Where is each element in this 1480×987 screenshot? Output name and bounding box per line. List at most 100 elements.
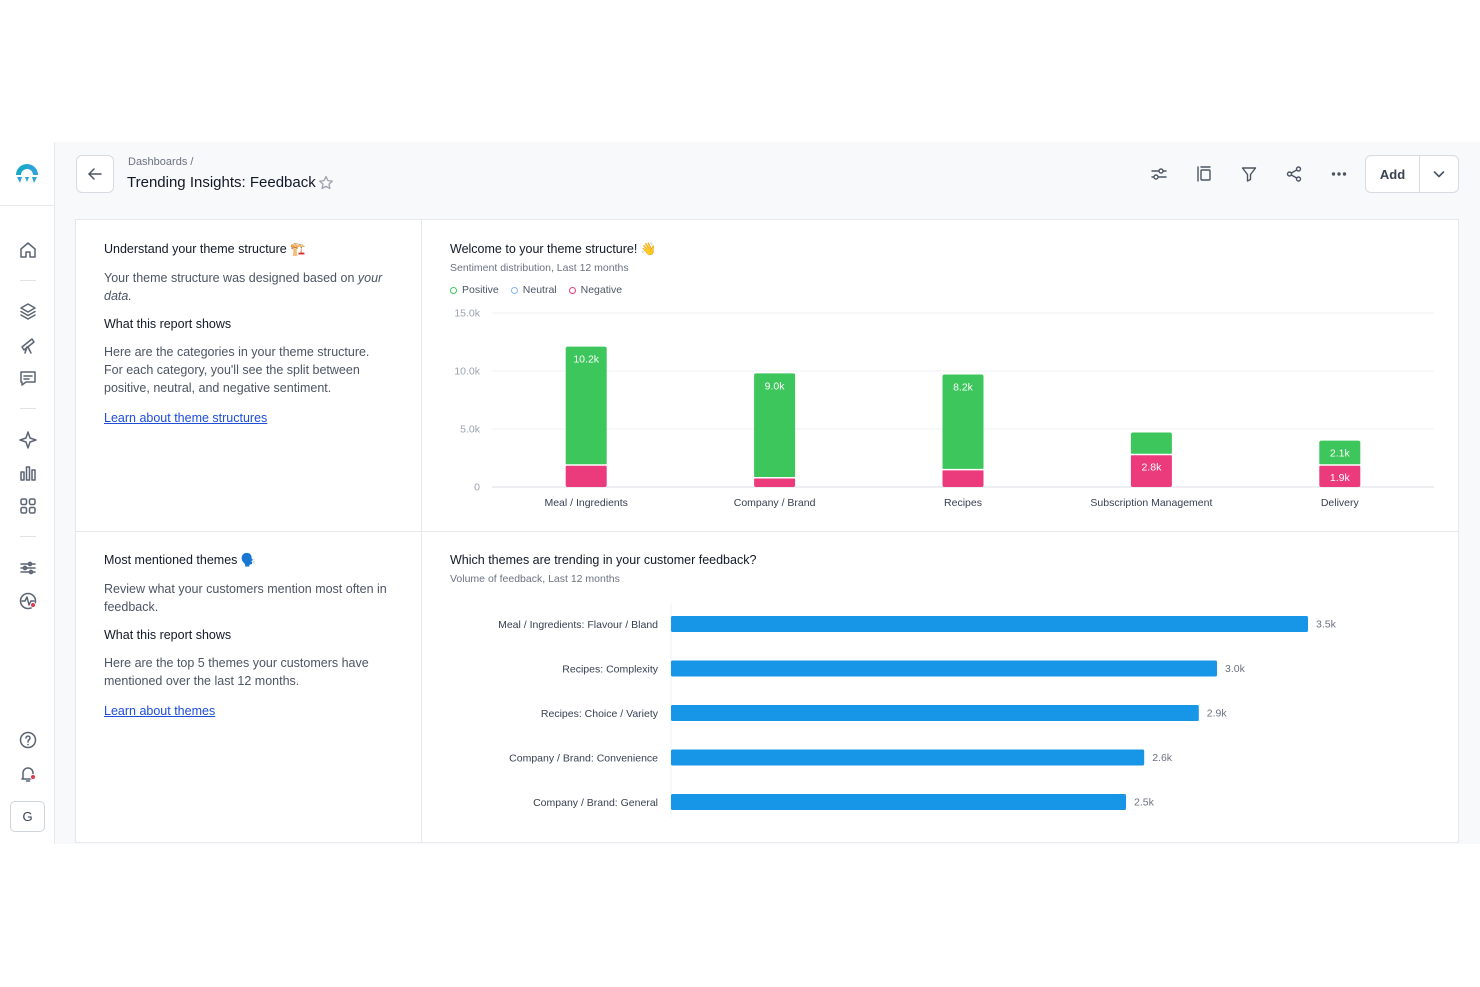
y-category-label: Recipes: Complexity xyxy=(562,664,658,676)
legend-marker xyxy=(568,286,576,294)
learn-theme-structures-link[interactable]: Learn about theme structures xyxy=(104,411,268,425)
add-button-group: Add xyxy=(1365,155,1459,193)
y-tick-label: 15.0k xyxy=(454,308,480,320)
bar-chart-icon[interactable] xyxy=(17,462,39,484)
filter-icon[interactable] xyxy=(1239,164,1259,184)
filters-icon[interactable] xyxy=(17,557,39,579)
chart-title: Which themes are trending in your custom… xyxy=(450,553,757,567)
bar-positive xyxy=(942,374,984,470)
bar xyxy=(671,660,1217,677)
sparkle-icon[interactable] xyxy=(17,429,39,451)
notification-badge xyxy=(30,774,36,780)
legend-item-positive[interactable]: Positive xyxy=(450,284,499,296)
help-icon[interactable] xyxy=(17,729,39,751)
dashboard-grid: Understand your theme structure 🏗️ Your … xyxy=(75,219,1459,843)
more-options-icon[interactable] xyxy=(1329,164,1349,184)
add-dropdown-button[interactable] xyxy=(1420,156,1458,192)
breadcrumb[interactable]: Dashboards / xyxy=(128,156,194,168)
sidebar: G xyxy=(0,142,55,844)
legend-item-neutral[interactable]: Neutral xyxy=(510,284,557,296)
most-mentioned-info-card: Most mentioned themes 🗣️ Review what you… xyxy=(104,553,389,720)
bar xyxy=(671,749,1145,766)
sentiment-stacked-bar-chart: 0 5.0k 10.0k 15.0k 10.2k Meal / Ingredients 9.… xyxy=(454,308,1434,509)
bar xyxy=(671,705,1199,721)
apps-grid-icon[interactable] xyxy=(17,495,39,517)
data-label: 2.5k xyxy=(1134,797,1155,809)
sidebar-divider xyxy=(0,205,55,206)
x-tick-label: Delivery xyxy=(1321,497,1360,509)
y-tick-label: 0 xyxy=(474,482,480,494)
card-section-heading: What this report shows xyxy=(104,628,232,642)
card-body: Here are the categories in your theme st… xyxy=(104,345,370,395)
data-label: 3.5k xyxy=(1316,619,1337,631)
sidebar-separator xyxy=(20,408,36,409)
chart-title: Welcome to your theme structure! 👋 xyxy=(450,242,657,256)
settings-sliders-icon[interactable] xyxy=(1149,164,1169,184)
trending-themes-bar-chart: Meal / Ingredients: Flavour / Bland 3.5k R… xyxy=(498,603,1337,817)
chart-subtitle: Sentiment distribution, Last 12 months xyxy=(450,262,629,274)
bar-negative xyxy=(1319,464,1361,487)
bell-icon[interactable] xyxy=(17,763,39,785)
bar-positive xyxy=(1319,440,1361,465)
theme-structure-info-card: Understand your theme structure 🏗️ Your … xyxy=(104,242,389,427)
card-body: Here are the top 5 themes your customers… xyxy=(104,656,369,688)
avatar[interactable]: G xyxy=(10,801,45,832)
legend-marker xyxy=(510,286,518,294)
learn-themes-link[interactable]: Learn about themes xyxy=(104,704,216,718)
data-label: 1.9k xyxy=(1330,472,1351,484)
x-tick-label: Company / Brand xyxy=(734,497,816,509)
pulse-icon[interactable] xyxy=(17,590,39,612)
bar-negative xyxy=(942,469,984,487)
data-label: 2.9k xyxy=(1207,708,1228,720)
y-category-label: Recipes: Choice / Variety xyxy=(541,708,659,720)
card-description-emphasis: your data. xyxy=(104,271,383,303)
add-button[interactable]: Add xyxy=(1366,156,1420,192)
x-tick-label: Recipes xyxy=(944,497,982,509)
app-window: G Dashboards / Trending Insights: Feedba… xyxy=(0,142,1480,844)
grid-divider-horizontal xyxy=(76,531,1458,532)
card-description: Review what your customers mention most … xyxy=(104,582,387,614)
alert-badge xyxy=(30,602,36,608)
data-label: 2.1k xyxy=(1330,448,1351,460)
y-tick-label: 10.0k xyxy=(454,366,480,378)
share-icon[interactable] xyxy=(1284,164,1304,184)
bar-positive xyxy=(1130,432,1172,455)
legend-marker xyxy=(450,286,457,294)
data-label: 2.6k xyxy=(1152,752,1173,764)
layout-columns-icon[interactable] xyxy=(1194,164,1214,184)
bar xyxy=(671,616,1308,632)
chart-legend: Positive Neutral Negative xyxy=(450,284,622,296)
back-button[interactable] xyxy=(76,155,114,193)
bar-negative xyxy=(565,464,607,487)
legend-label: Negative xyxy=(580,284,623,296)
x-tick-label: Subscription Management xyxy=(1090,497,1212,509)
data-label: 8.2k xyxy=(953,381,974,393)
card-title: Understand your theme structure 🏗️ xyxy=(104,242,306,256)
legend-label: Neutral xyxy=(522,284,557,296)
telescope-icon[interactable] xyxy=(17,334,39,356)
legend-label: Positive xyxy=(462,284,499,296)
y-tick-label: 5.0k xyxy=(460,424,481,436)
favorite-star-icon[interactable] xyxy=(318,175,334,191)
sidebar-separator xyxy=(20,280,36,281)
chat-icon[interactable] xyxy=(17,367,39,389)
home-icon[interactable] xyxy=(17,239,39,261)
card-title: Most mentioned themes 🗣️ xyxy=(104,553,257,567)
data-label: 3.0k xyxy=(1225,663,1246,675)
legend-item-negative[interactable]: Negative xyxy=(568,284,623,296)
chevron-down-icon xyxy=(1433,171,1445,178)
page-title: Trending Insights: Feedback xyxy=(127,174,316,191)
data-label: 10.2k xyxy=(573,354,599,366)
bar-positive xyxy=(565,346,607,465)
y-category-label: Meal / Ingredients: Flavour / Bland xyxy=(498,619,658,631)
bar-negative xyxy=(1130,454,1172,487)
x-tick-label: Meal / Ingredients xyxy=(544,497,627,509)
card-description: Your theme structure was designed based … xyxy=(104,269,389,305)
brand-logo-icon[interactable] xyxy=(13,162,41,186)
bar-negative xyxy=(754,477,796,487)
data-label: 2.8k xyxy=(1141,462,1162,474)
layers-icon[interactable] xyxy=(17,300,39,322)
chart-subtitle: Volume of feedback, Last 12 months xyxy=(450,573,620,585)
data-label: 9.0k xyxy=(765,380,786,392)
y-category-label: Company / Brand: Convenience xyxy=(509,753,658,765)
